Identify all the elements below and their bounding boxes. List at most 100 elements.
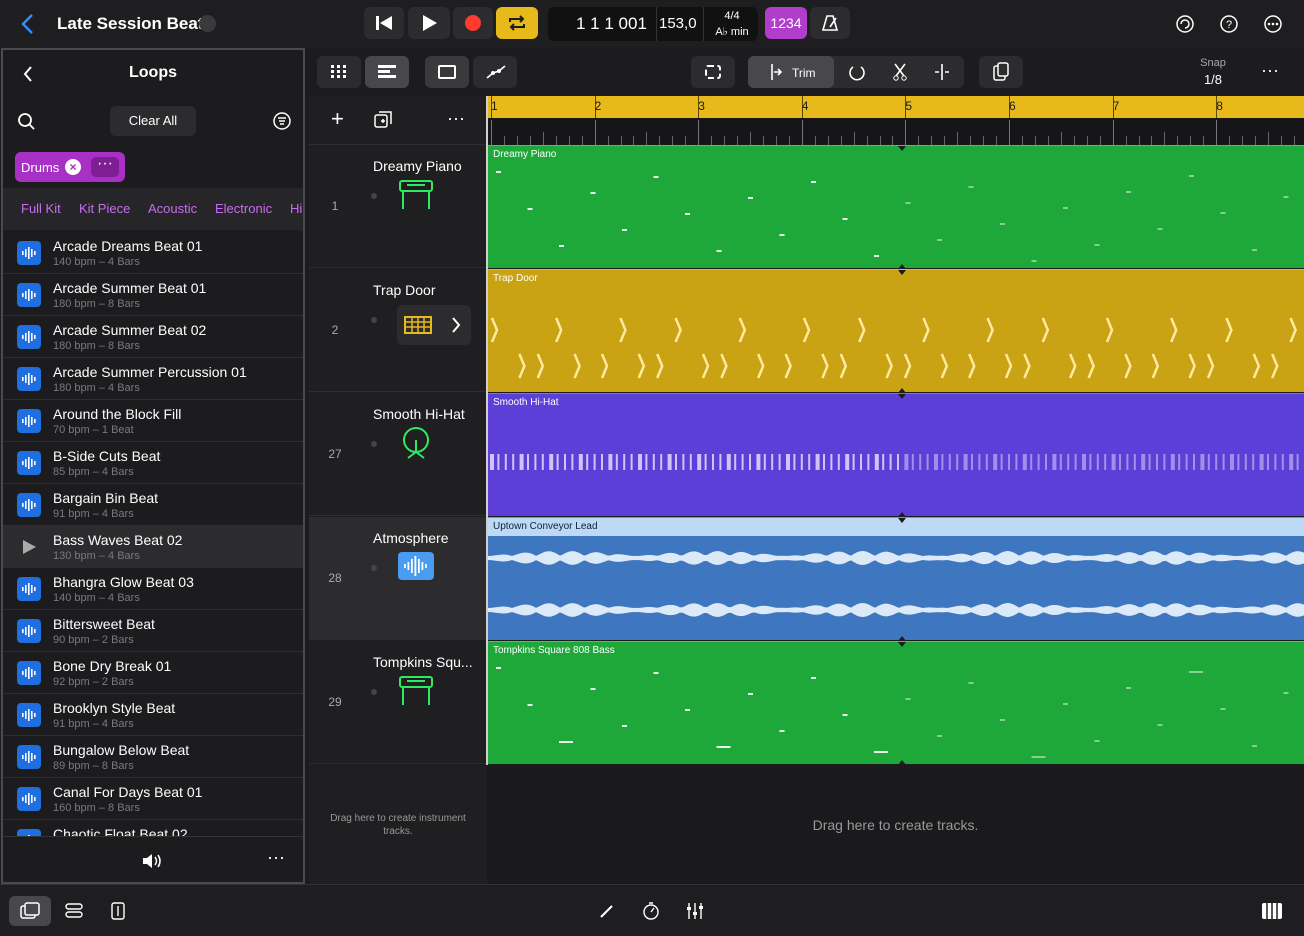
- beat-tick: [711, 136, 713, 145]
- title-menu[interactable]: [199, 15, 216, 32]
- add-track[interactable]: +: [331, 106, 344, 131]
- pencil-button[interactable]: [599, 903, 615, 919]
- track-icon[interactable]: [398, 552, 434, 588]
- loop-item[interactable]: Bungalow Below Beat 89 bpm – 8 Bars: [3, 736, 303, 778]
- track-more[interactable]: ···: [447, 108, 465, 128]
- track-icon[interactable]: [399, 179, 435, 215]
- loop-item[interactable]: Canal For Days Beat 01 160 bpm – 8 Bars: [3, 778, 303, 820]
- back-button[interactable]: [20, 13, 36, 35]
- play-preview[interactable]: [23, 540, 37, 554]
- smart-tempo-button[interactable]: [642, 902, 660, 920]
- category-tab[interactable]: Full Kit: [21, 201, 61, 216]
- bar-line: [594, 96, 596, 118]
- loop-item[interactable]: Chaotic Float Beat 02: [3, 820, 303, 836]
- track-icon[interactable]: [400, 427, 436, 463]
- loops-button[interactable]: [9, 896, 51, 926]
- filter-chip[interactable]: Drums × ···: [15, 152, 125, 182]
- toolbar-more[interactable]: ···: [1261, 60, 1279, 80]
- count-in-button[interactable]: 1234: [765, 7, 807, 39]
- mixer-button[interactable]: [686, 902, 704, 920]
- track-drop-zone[interactable]: Drag here to create tracks.: [487, 765, 1304, 884]
- region[interactable]: Trap Door: [488, 269, 1304, 392]
- snap-value[interactable]: 1/8: [1203, 72, 1223, 87]
- region[interactable]: Dreamy Piano: [488, 145, 1304, 268]
- track-header[interactable]: 2 Trap Door: [309, 269, 487, 392]
- keyboard-button[interactable]: [1262, 903, 1282, 919]
- beat-tick: [970, 136, 972, 145]
- panel-back[interactable]: [23, 66, 33, 82]
- beat-tick: [996, 136, 998, 145]
- loop-item[interactable]: Bass Waves Beat 02 130 bpm – 4 Bars: [3, 526, 303, 568]
- loop-item[interactable]: Bargain Bin Beat 91 bpm – 4 Bars: [3, 484, 303, 526]
- record-button[interactable]: [453, 7, 493, 39]
- loop-item[interactable]: Around the Block Fill 70 bpm – 1 Beat: [3, 400, 303, 442]
- loop-item[interactable]: Arcade Dreams Beat 01 140 bpm – 4 Bars: [3, 232, 303, 274]
- track-icon[interactable]: [399, 675, 435, 711]
- beat-tick: [1034, 136, 1036, 145]
- loop-item[interactable]: Bone Dry Break 01 92 bpm – 2 Bars: [3, 652, 303, 694]
- loop-icon: [17, 829, 41, 836]
- track-icon[interactable]: [397, 305, 473, 345]
- loop-item[interactable]: B-Side Cuts Beat 85 bpm – 4 Bars: [3, 442, 303, 484]
- select-tool[interactable]: [691, 56, 735, 88]
- clipboard-button[interactable]: [979, 56, 1023, 88]
- cycle-button[interactable]: [496, 7, 538, 39]
- track-header[interactable]: 28 Atmosphere: [309, 517, 487, 640]
- tracks-view[interactable]: [365, 56, 409, 88]
- loop-item[interactable]: Brooklyn Style Beat 91 bpm – 4 Bars: [3, 694, 303, 736]
- undo-button[interactable]: [1176, 15, 1194, 33]
- split-tool[interactable]: [892, 63, 908, 81]
- region-header: [488, 518, 1304, 536]
- region-view[interactable]: [425, 56, 469, 88]
- bar-number: 8: [1216, 99, 1223, 113]
- preview-volume[interactable]: [143, 853, 165, 869]
- panel-more[interactable]: ···: [267, 847, 285, 867]
- loop-item[interactable]: Arcade Summer Beat 01 180 bpm – 8 Bars: [3, 274, 303, 316]
- instrument-drop-zone[interactable]: Drag here to create instrument tracks.: [309, 765, 487, 884]
- track-name: Dreamy Piano: [373, 158, 462, 174]
- bar-line: [1112, 96, 1114, 118]
- category-tab[interactable]: Hip: [290, 201, 303, 216]
- region[interactable]: Uptown Conveyor Lead: [488, 517, 1304, 640]
- duplicate-track[interactable]: [374, 111, 392, 129]
- remove-filter[interactable]: ×: [65, 159, 81, 175]
- search-button[interactable]: [18, 113, 36, 131]
- stretch-tool[interactable]: [934, 64, 950, 80]
- loop-item[interactable]: Arcade Summer Percussion 01 180 bpm – 4 B…: [3, 358, 303, 400]
- category-tab[interactable]: Electronic: [215, 201, 273, 216]
- more-button[interactable]: [1264, 15, 1282, 33]
- loop-item[interactable]: Bhangra Glow Beat 03 140 bpm – 4 Bars: [3, 568, 303, 610]
- loop-tool[interactable]: [848, 64, 866, 81]
- metronome-button[interactable]: [810, 7, 850, 39]
- controls-button[interactable]: [65, 903, 83, 919]
- bar-line: [1009, 96, 1010, 118]
- play-button[interactable]: [408, 7, 450, 39]
- loop-item[interactable]: Arcade Summer Beat 02 180 bpm – 8 Bars: [3, 316, 303, 358]
- track-header[interactable]: 1 Dreamy Piano: [309, 145, 487, 268]
- category-tab[interactable]: Kit Piece: [79, 201, 131, 216]
- region[interactable]: Tompkins Square 808 Bass: [488, 641, 1304, 764]
- bar-tick: [491, 120, 492, 145]
- beat-tick: [607, 136, 609, 145]
- category-tab[interactable]: Acoustic: [148, 201, 198, 216]
- loop-item[interactable]: Bittersweet Beat 90 bpm – 2 Bars: [3, 610, 303, 652]
- filter-chip-label: Drums: [21, 160, 60, 175]
- help-button[interactable]: ?: [1220, 15, 1238, 33]
- region[interactable]: Smooth Hi-Hat: [488, 393, 1304, 516]
- automation-view[interactable]: [473, 56, 517, 88]
- trim-tool[interactable]: Trim: [748, 56, 834, 88]
- browser-view[interactable]: [317, 56, 361, 88]
- inspector-button[interactable]: [111, 902, 125, 920]
- loop-info: 91 bpm – 4 Bars: [53, 508, 134, 520]
- track-header[interactable]: 27 Smooth Hi-Hat: [309, 393, 487, 516]
- track-header[interactable]: 29 Tompkins Squ...: [309, 641, 487, 764]
- filter-button[interactable]: [273, 112, 291, 130]
- rewind-button[interactable]: [364, 7, 404, 39]
- beat-tick: [685, 136, 687, 145]
- filter-more[interactable]: ···: [91, 156, 119, 177]
- loop-icon: [17, 787, 41, 811]
- lcd[interactable]: 1 1 1 001 153,0 4/4 A♭ min: [548, 7, 758, 41]
- clear-all-button[interactable]: Clear All: [110, 106, 196, 136]
- key: A♭ min: [715, 26, 749, 38]
- project-title[interactable]: Late Session Beat: [57, 14, 204, 33]
